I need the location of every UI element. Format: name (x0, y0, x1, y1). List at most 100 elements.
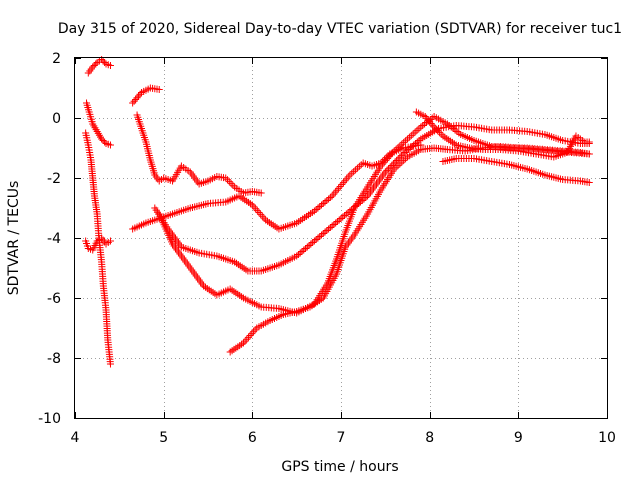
data-point (413, 138, 421, 146)
data-point (426, 118, 434, 126)
data-point (404, 146, 412, 153)
data-point (325, 195, 333, 203)
data-point (330, 221, 338, 228)
x-tick-label: 5 (159, 430, 168, 446)
data-point (339, 213, 347, 221)
data-point (394, 155, 402, 163)
data-point (293, 252, 301, 260)
data-point (294, 251, 302, 258)
x-tick-label: 7 (337, 430, 346, 446)
data-point (298, 248, 306, 255)
data-point (408, 143, 416, 150)
data-point (424, 116, 432, 124)
x-axis-label: GPS time / hours (281, 459, 398, 475)
data-point (326, 224, 334, 231)
data-point (135, 92, 143, 100)
chart-title: Day 315 of 2020, Sidereal Day-to-day VTE… (58, 21, 622, 37)
data-point (129, 99, 137, 107)
data-point (337, 215, 345, 222)
data-point (101, 59, 109, 66)
data-point (312, 236, 320, 243)
y-tick-label: 0 (52, 111, 61, 127)
data-point (396, 153, 404, 161)
data-point (325, 225, 333, 233)
data-point (391, 158, 399, 166)
data-point (319, 230, 327, 237)
data-point (132, 96, 140, 103)
data-point (432, 125, 440, 133)
y-tick-label: -4 (47, 231, 61, 247)
series-arc-g (439, 155, 593, 186)
data-point (90, 62, 98, 69)
data-point (316, 233, 324, 240)
x-tick-label: 9 (514, 430, 523, 446)
data-point (333, 218, 341, 225)
data-point (415, 137, 423, 144)
data-point (227, 179, 235, 187)
axis-ticks: 4 5 6 7 8 9 10 -10 -8 -6 -4 -2 0 2 (38, 51, 616, 446)
series-arc-e (155, 113, 593, 317)
series-arc-h (412, 108, 593, 161)
data-point (323, 227, 331, 234)
data-point (383, 166, 391, 174)
data-point (401, 149, 409, 156)
data-points (82, 56, 593, 368)
data-point (437, 130, 445, 138)
data-point (410, 141, 418, 149)
data-point (224, 176, 232, 184)
y-tick-label: 2 (52, 51, 61, 67)
data-point (312, 206, 320, 213)
data-point (257, 189, 265, 197)
data-point (427, 120, 435, 127)
data-point (136, 90, 144, 98)
data-point (323, 197, 331, 204)
data-point (585, 179, 593, 186)
data-point (314, 204, 322, 212)
data-point (99, 137, 107, 144)
data-point (434, 127, 442, 135)
data-point (585, 138, 593, 146)
series-arc-c (129, 141, 425, 233)
data-point (106, 360, 114, 368)
x-tick-label: 10 (598, 430, 616, 446)
data-point (106, 62, 114, 69)
data-point (310, 237, 318, 245)
data-point (317, 231, 325, 239)
data-point (307, 240, 315, 248)
data-point (585, 150, 593, 158)
x-tick-label: 8 (425, 430, 434, 446)
data-point (341, 212, 349, 219)
data-point (303, 243, 311, 251)
data-point (421, 113, 429, 120)
data-point (423, 114, 431, 122)
data-point (321, 198, 329, 206)
data-point (386, 163, 394, 171)
data-point (435, 128, 443, 136)
data-point (397, 152, 405, 160)
x-tick-label: 6 (248, 430, 257, 446)
data-point (316, 203, 324, 210)
data-point (155, 86, 163, 93)
data-point (98, 135, 106, 143)
series-arc-b (133, 111, 265, 197)
data-point (310, 207, 318, 215)
data-point (406, 144, 414, 152)
y-tick-label: -8 (47, 351, 61, 367)
data-point (106, 237, 114, 245)
data-point (411, 140, 419, 147)
data-point (300, 246, 308, 254)
y-axis-label: SDTVAR / TECUs (6, 181, 22, 296)
data-point (222, 174, 230, 182)
data-point (101, 138, 109, 146)
data-point (335, 216, 343, 224)
y-tick-label: -6 (47, 291, 61, 307)
data-point (229, 181, 237, 189)
data-point (342, 210, 350, 218)
data-point (296, 249, 304, 257)
series-arc-early-mid (83, 99, 114, 149)
y-tick-label: -2 (47, 171, 61, 187)
series-arc-early-low (82, 234, 114, 254)
data-point (328, 222, 336, 230)
series-arc-a (129, 84, 163, 107)
